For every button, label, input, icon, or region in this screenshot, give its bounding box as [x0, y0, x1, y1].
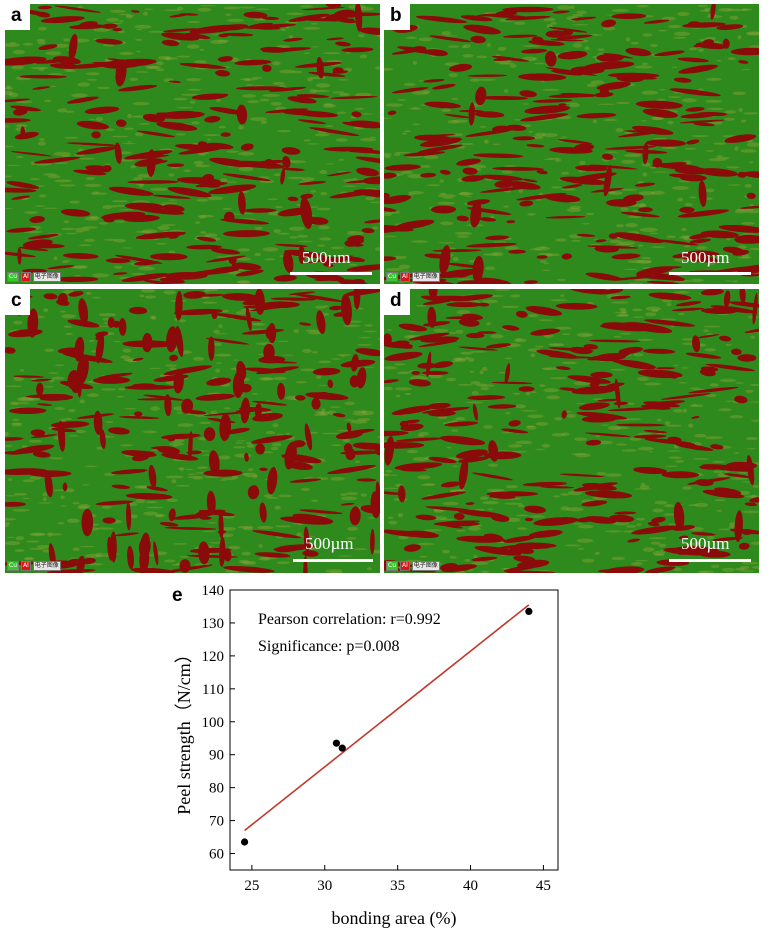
element-legend-b: Cu Al 电子图像 — [386, 272, 440, 282]
phase-map-b — [384, 4, 759, 284]
x-tick-label: 40 — [463, 878, 478, 894]
x-tick-label: 30 — [317, 878, 332, 894]
micrograph-panel-b: b 500µm Cu Al 电子图像 — [384, 4, 759, 284]
x-tick-label: 45 — [536, 878, 551, 894]
y-tick-label: 100 — [202, 715, 225, 731]
scale-bar-d — [669, 559, 751, 562]
axis-ticks: 25 30 35 40 45 60 70 80 90 100 110 120 130 140 — [202, 583, 551, 894]
x-axis-label: bonding area (%) — [332, 908, 457, 929]
x-tick-label: 25 — [244, 878, 259, 894]
legend-cu: Cu — [7, 272, 19, 282]
data-point — [338, 744, 346, 752]
scale-bar-label-d: 500µm — [681, 534, 730, 553]
phase-map-a — [5, 4, 380, 284]
legend-cu: Cu — [386, 272, 398, 282]
panel-label-b: b — [384, 4, 410, 30]
phase-map-d — [384, 289, 759, 573]
y-tick-label: 140 — [202, 583, 225, 599]
fit-line — [244, 604, 530, 832]
panel-label-a: a — [5, 4, 30, 30]
micrograph-panel-d: d 500µm Cu Al 电子图像 — [384, 289, 759, 573]
y-tick-label: 130 — [202, 616, 225, 632]
scale-bar-label-c: 500µm — [305, 534, 354, 553]
y-tick-label: 90 — [209, 748, 224, 764]
data-point — [525, 607, 533, 616]
fit-line-group — [244, 604, 530, 832]
legend-electron-image: 电子图像 — [411, 561, 440, 571]
panel-label-d: d — [384, 289, 410, 315]
legend-electron-image: 电子图像 — [411, 272, 440, 282]
y-tick-label: 80 — [209, 781, 224, 797]
scale-bar-b — [669, 272, 751, 275]
scale-bar-label-a: 500µm — [302, 248, 351, 267]
data-points — [240, 607, 533, 846]
panel-label-e: e — [172, 585, 183, 606]
panel-label-c: c — [5, 289, 30, 315]
y-tick-label: 60 — [209, 847, 224, 863]
scale-bar-a — [290, 272, 372, 275]
micrograph-panel-a: a 500µm Cu Al 电子图像 — [5, 4, 380, 284]
annotation-significance: Significance: p=0.008 — [258, 638, 399, 655]
legend-al: Al — [400, 561, 410, 571]
y-axis-label: Peel strength（N/cm） — [174, 645, 194, 814]
legend-cu: Cu — [7, 561, 19, 571]
legend-al: Al — [21, 561, 31, 571]
phase-map-c — [5, 289, 380, 573]
y-tick-label: 70 — [209, 814, 224, 830]
legend-electron-image: 电子图像 — [32, 561, 61, 571]
micrograph-panel-c: c 500µm Cu Al 电子图像 — [5, 289, 380, 573]
element-legend-d: Cu Al 电子图像 — [386, 561, 440, 571]
legend-al: Al — [21, 272, 31, 282]
scale-bar-c — [293, 559, 373, 562]
x-tick-label: 35 — [390, 878, 405, 894]
y-tick-label: 120 — [202, 649, 225, 665]
data-point — [332, 739, 341, 747]
scale-bar-label-b: 500µm — [681, 248, 730, 267]
element-legend-c: Cu Al 电子图像 — [7, 561, 61, 571]
legend-al: Al — [400, 272, 410, 282]
y-tick-label: 110 — [202, 682, 224, 698]
legend-cu: Cu — [386, 561, 398, 571]
data-point — [240, 838, 249, 846]
element-legend-a: Cu Al 电子图像 — [7, 272, 61, 282]
annotation-pearson: Pearson correlation: r=0.992 — [258, 611, 441, 628]
plot-frame — [229, 589, 559, 871]
legend-electron-image: 电子图像 — [32, 272, 61, 282]
